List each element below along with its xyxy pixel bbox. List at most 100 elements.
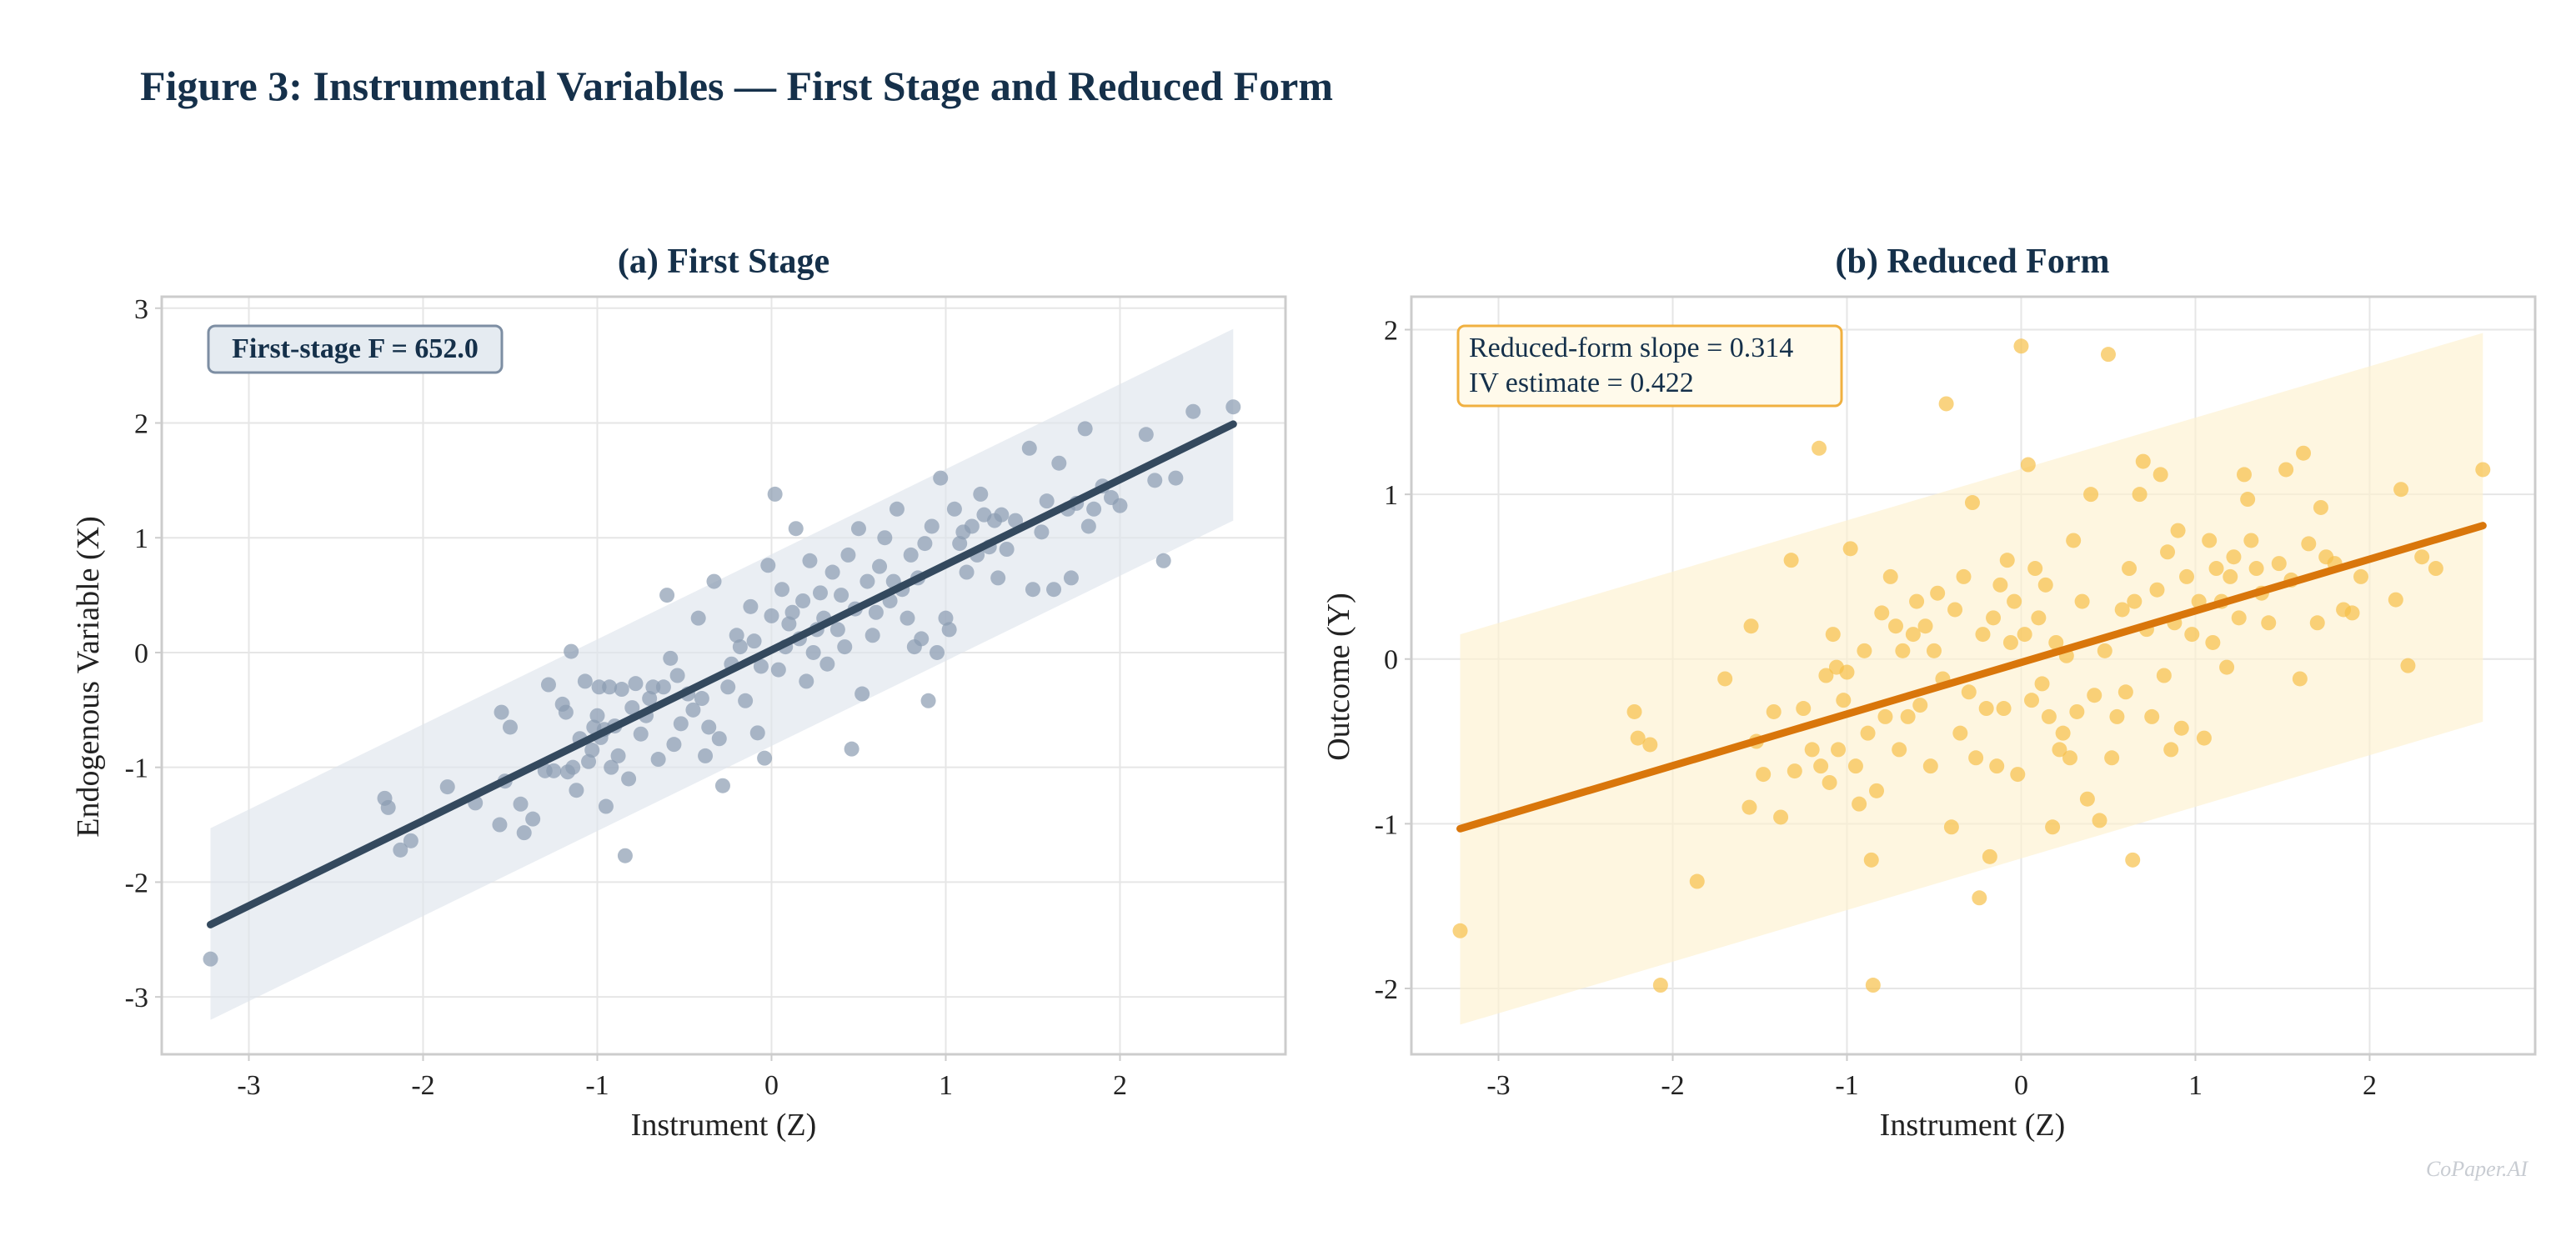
b-x-tick-label: 0 xyxy=(2014,1070,2028,1101)
a-data-point xyxy=(714,778,730,793)
b-data-point xyxy=(2248,561,2264,577)
panel-a-fit-line xyxy=(207,420,1237,928)
a-y-tick-label: -2 xyxy=(125,868,148,898)
a-data-point xyxy=(516,825,532,841)
b-data-point xyxy=(2400,658,2416,673)
a-data-point xyxy=(604,759,619,775)
a-data-point xyxy=(860,573,875,589)
a-y-tick-label: -1 xyxy=(125,753,148,784)
b-data-point xyxy=(1887,618,1903,634)
a-data-point xyxy=(602,679,618,695)
a-data-point xyxy=(655,679,671,695)
b-data-point xyxy=(2309,615,2325,631)
a-data-point xyxy=(774,582,790,598)
a-data-point xyxy=(203,951,218,967)
b-data-point xyxy=(1964,495,1980,511)
a-data-point xyxy=(628,676,644,692)
a-data-point xyxy=(767,486,783,502)
b-data-point xyxy=(2208,561,2224,577)
a-data-point xyxy=(1086,501,1102,517)
b-data-point xyxy=(1818,668,1834,683)
b-data-point xyxy=(1900,708,1916,724)
b-data-point xyxy=(2002,634,2018,650)
a-data-point xyxy=(900,610,915,626)
b-data-point xyxy=(1804,742,1820,758)
b-x-tick-label: 2 xyxy=(2363,1070,2377,1101)
a-data-point xyxy=(584,743,600,758)
a-data-point xyxy=(920,693,936,708)
b-x-tick-label: -2 xyxy=(1661,1070,1684,1101)
a-data-point xyxy=(1225,399,1241,415)
a-data-point xyxy=(805,644,821,660)
b-data-point xyxy=(2160,544,2176,560)
a-data-point xyxy=(946,501,962,517)
b-data-point xyxy=(2388,592,2403,608)
a-y-tick-label: 1 xyxy=(134,523,148,554)
b-data-point xyxy=(2100,347,2116,363)
b-data-point xyxy=(1452,923,1468,938)
panel-a-x-label: Instrument (Z) xyxy=(631,1108,817,1143)
b-data-point xyxy=(1842,541,1858,557)
b-x-tick-label: 1 xyxy=(2188,1070,2203,1101)
b-data-point xyxy=(2132,487,2148,503)
a-data-point xyxy=(663,650,679,666)
a-data-point xyxy=(924,518,940,534)
b-data-point xyxy=(2024,693,2040,708)
a-data-point xyxy=(784,604,800,620)
a-data-point xyxy=(994,507,1010,523)
a-data-point xyxy=(669,668,685,683)
b-data-point xyxy=(2184,627,2200,643)
a-data-point xyxy=(1034,524,1050,540)
b-data-point xyxy=(2097,643,2112,658)
a-data-point xyxy=(380,799,396,815)
panel-b-x-label: Instrument (Z) xyxy=(1880,1108,2066,1143)
b-data-point xyxy=(2020,457,2036,473)
b-data-point xyxy=(2048,634,2064,650)
b-data-point xyxy=(2079,791,2095,807)
b-data-point xyxy=(1909,593,1925,609)
a-data-point xyxy=(941,622,957,638)
a-data-point xyxy=(868,604,884,620)
b-data-point xyxy=(1742,799,1757,815)
a-data-point xyxy=(614,682,629,698)
b-data-point xyxy=(2007,593,2022,609)
a-data-point xyxy=(659,588,675,603)
a-data-point xyxy=(569,783,584,798)
a-data-point xyxy=(1051,455,1067,471)
b-data-point xyxy=(1869,783,1885,798)
a-y-tick-label: -3 xyxy=(125,983,148,1013)
a-data-point xyxy=(393,842,408,858)
b-data-point xyxy=(1922,758,1938,774)
a-data-point xyxy=(854,686,870,702)
panel-a-frame xyxy=(160,295,1287,1056)
b-data-point xyxy=(1860,725,1876,741)
a-data-point xyxy=(760,558,776,573)
b-data-point xyxy=(2219,659,2235,675)
a-data-point xyxy=(591,679,607,695)
b-data-point xyxy=(2156,668,2172,683)
b-data-point xyxy=(2271,556,2287,572)
b-data-point xyxy=(2278,462,2294,478)
b-data-point xyxy=(1996,701,2012,717)
panel-a-y-label: Endogenous Variable (X) xyxy=(71,516,106,838)
a-data-point xyxy=(1080,518,1096,534)
a-data-point xyxy=(403,833,418,848)
b-data-point xyxy=(1812,440,1827,456)
b-data-point xyxy=(1882,568,1898,584)
b-data-point xyxy=(2196,730,2212,746)
b-data-point xyxy=(2231,610,2247,626)
b-data-point xyxy=(1642,737,1658,753)
a-data-point xyxy=(1039,493,1055,509)
a-data-point xyxy=(698,748,714,763)
a-data-point xyxy=(589,708,605,723)
b-data-point xyxy=(2173,720,2189,736)
a-data-point xyxy=(802,553,818,568)
a-data-point xyxy=(819,656,835,672)
b-data-point xyxy=(1982,848,1997,864)
a-data-point xyxy=(565,759,581,775)
a-data-point xyxy=(1077,421,1093,437)
b-data-point xyxy=(2205,634,2221,650)
b-data-point xyxy=(2475,462,2491,478)
a-x-tick-label: 2 xyxy=(1113,1070,1127,1101)
a-data-point xyxy=(738,693,754,708)
